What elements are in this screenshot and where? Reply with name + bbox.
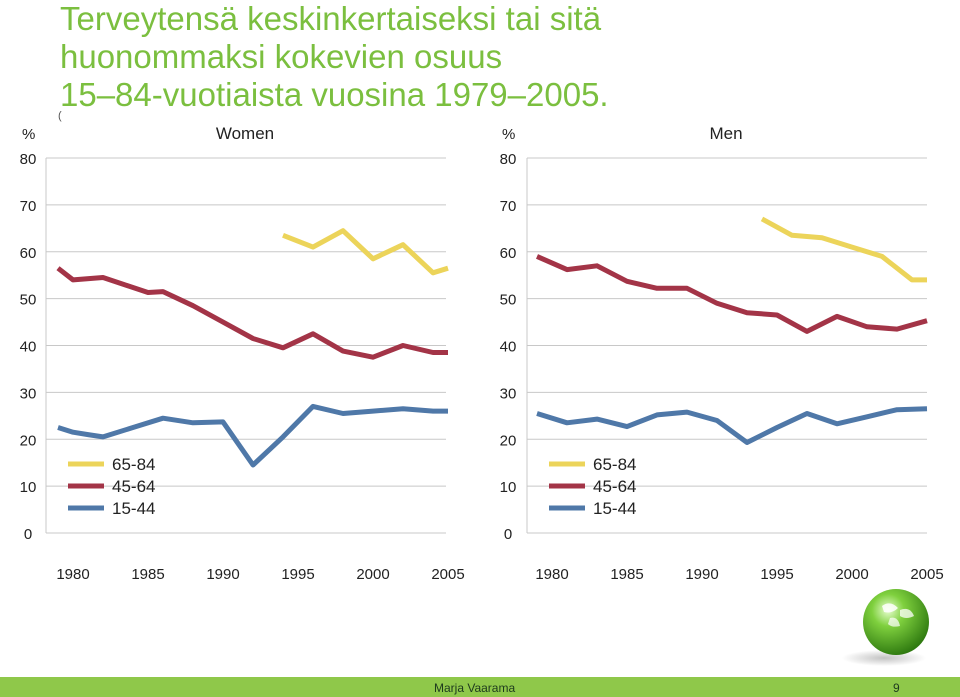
women-x-tick-2000: 2000 — [356, 566, 389, 583]
women-x-tick-1990: 1990 — [206, 566, 239, 583]
women-legend-label-45-64: 45-64 — [112, 477, 155, 496]
men-y-tick-30: 30 — [500, 385, 517, 402]
women-y-tick-40: 40 — [20, 339, 37, 356]
men-chart-title: Men — [709, 124, 742, 143]
women-series-line-45-64 — [56, 266, 448, 360]
title-line-1: Terveytensä keskinkertaiseksi tai sitä — [60, 0, 602, 37]
men-series-line-65-84 — [760, 216, 927, 283]
women-y-tick-70: 70 — [20, 198, 37, 215]
men-y-tick-10: 10 — [500, 479, 517, 496]
women-y-tick-0: 0 — [24, 526, 32, 543]
women-chart-panel: 0 10 20 30 40 50 60 70 80% Women 1980 1985 1990 1995 2… — [20, 124, 465, 583]
men-y-axis-label: % — [502, 126, 515, 143]
men-x-tick-1980: 1980 — [535, 566, 568, 583]
men-legend-label-65-84: 65-84 — [593, 455, 636, 474]
women-legend-label-15-44: 15-44 — [112, 499, 155, 518]
globe-logo-icon — [834, 586, 934, 668]
women-y-tick-30: 30 — [20, 385, 37, 402]
women-x-tick-1995: 1995 — [281, 566, 314, 583]
women-x-tick-1980: 1980 — [56, 566, 89, 583]
men-x-tick-2005: 2005 — [910, 566, 943, 583]
men-x-tick-2000: 2000 — [835, 566, 868, 583]
women-y-tick-60: 60 — [20, 245, 37, 262]
note-marker: ( — [58, 110, 62, 122]
footer-bar: Marja Vaarama 9 — [0, 677, 960, 697]
men-y-tick-60: 60 — [500, 245, 517, 262]
men-y-tick-20: 20 — [500, 432, 517, 449]
women-x-tick-1985: 1985 — [131, 566, 164, 583]
men-series-line-45-64 — [535, 254, 928, 334]
men-y-tick-0: 0 — [504, 526, 512, 543]
men-y-tick-40: 40 — [500, 339, 517, 356]
women-y-tick-10: 10 — [20, 479, 37, 496]
women-y-tick-80: 80 — [20, 151, 37, 168]
women-series-line-65-84 — [282, 228, 449, 276]
women-y-tick-50: 50 — [20, 292, 37, 309]
men-x-tick-1985: 1985 — [610, 566, 643, 583]
men-series-line-15-44 — [536, 406, 928, 445]
men-chart-panel: 0 10 20 30 40 50 60 70 80% Men 1980 1985 1990 1995 200… — [500, 124, 944, 583]
charts-canvas: 0 10 20 30 40 50 60 70 80% Women 1980 1985 1990 1995 2… — [20, 124, 944, 583]
men-y-tick-50: 50 — [500, 292, 517, 309]
men-x-tick-1990: 1990 — [685, 566, 718, 583]
women-series-line-15-44 — [57, 403, 448, 468]
men-x-tick-1995: 1995 — [760, 566, 793, 583]
page-title: Terveytensä keskinkertaiseksi tai sitä h… — [60, 0, 609, 114]
men-legend-label-45-64: 45-64 — [593, 477, 636, 496]
men-y-tick-80: 80 — [500, 151, 517, 168]
women-x-tick-2005: 2005 — [431, 566, 464, 583]
men-y-tick-70: 70 — [500, 198, 517, 215]
footer-author: Marja Vaarama — [434, 681, 516, 695]
title-line-2: huonommaksi kokevien osuus — [60, 38, 503, 75]
women-y-tick-20: 20 — [20, 432, 37, 449]
women-y-axis-label: % — [22, 126, 35, 143]
footer-page-number: 9 — [893, 681, 900, 695]
men-legend-label-15-44: 15-44 — [593, 499, 636, 518]
women-chart-title: Women — [216, 124, 274, 143]
title-line-3: 15–84-vuotiaista vuosina 1979–2005. — [60, 76, 609, 113]
women-legend-label-65-84: 65-84 — [112, 455, 155, 474]
